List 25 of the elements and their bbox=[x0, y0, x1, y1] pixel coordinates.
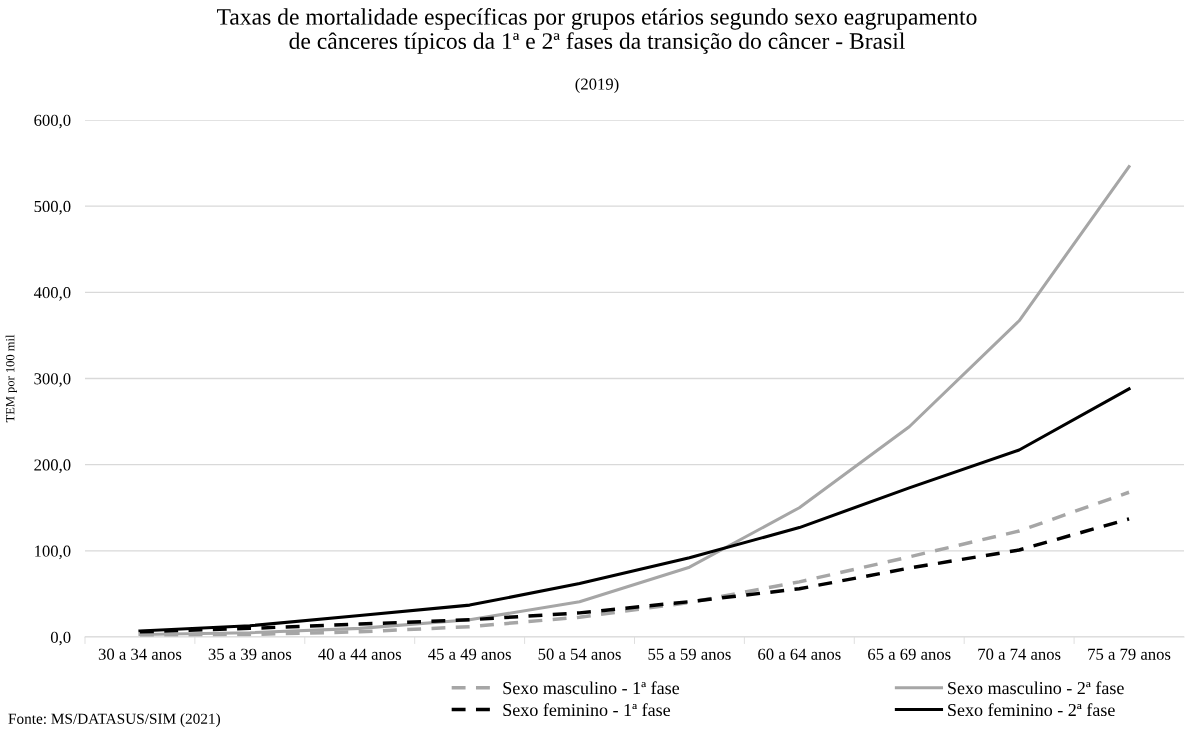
x-tick-label: 55 a 59 anos bbox=[648, 648, 731, 660]
x-tick-label: 75 a 79 anos bbox=[1088, 648, 1171, 660]
legend-label: Sexo masculino - 2ª fase bbox=[948, 681, 1124, 695]
source-note: Fonte: MS/DATASUS/SIM (2021) bbox=[8, 713, 221, 727]
y-tick-label: 400,0 bbox=[33, 287, 71, 301]
x-tick-label: 65 a 69 anos bbox=[868, 648, 951, 660]
x-tick-label: 70 a 74 anos bbox=[978, 648, 1061, 660]
x-tick-label: 30 a 34 anos bbox=[98, 648, 182, 660]
chart-title: Taxas de mortalidade específicas por grupos etários segundo sexo eagrupamento de cânceres típicos da 1ª e 2ª fases da transição do câncer - Brasil bbox=[216, 8, 977, 54]
legend-label: Sexo feminino - 1ª fase bbox=[503, 703, 671, 717]
y-tick-label: 500,0 bbox=[34, 200, 71, 215]
chart-subtitle: (2019) bbox=[575, 78, 619, 94]
y-tick-label: 100,0 bbox=[35, 545, 71, 560]
y-tick-label: 0,0 bbox=[50, 631, 71, 646]
y-tick-label: 300,0 bbox=[34, 373, 71, 387]
y-tick-label: 200,0 bbox=[34, 459, 71, 474]
x-tick-label: 60 a 64 anos bbox=[758, 648, 841, 660]
x-tick-label: 45 a 49 anos bbox=[428, 648, 511, 660]
y-axis-title: TEM por 100 mil bbox=[5, 334, 17, 423]
y-tick-label: 600,0 bbox=[34, 114, 71, 129]
x-tick-label: 40 a 44 anos bbox=[318, 648, 402, 660]
legend-label: Sexo masculino - 1ª fase bbox=[503, 681, 680, 695]
x-tick-label: 35 a 39 anos bbox=[208, 648, 292, 660]
x-tick-label: 50 a 54 anos bbox=[538, 648, 621, 660]
legend-label: Sexo feminino - 2ª fase bbox=[948, 703, 1115, 717]
